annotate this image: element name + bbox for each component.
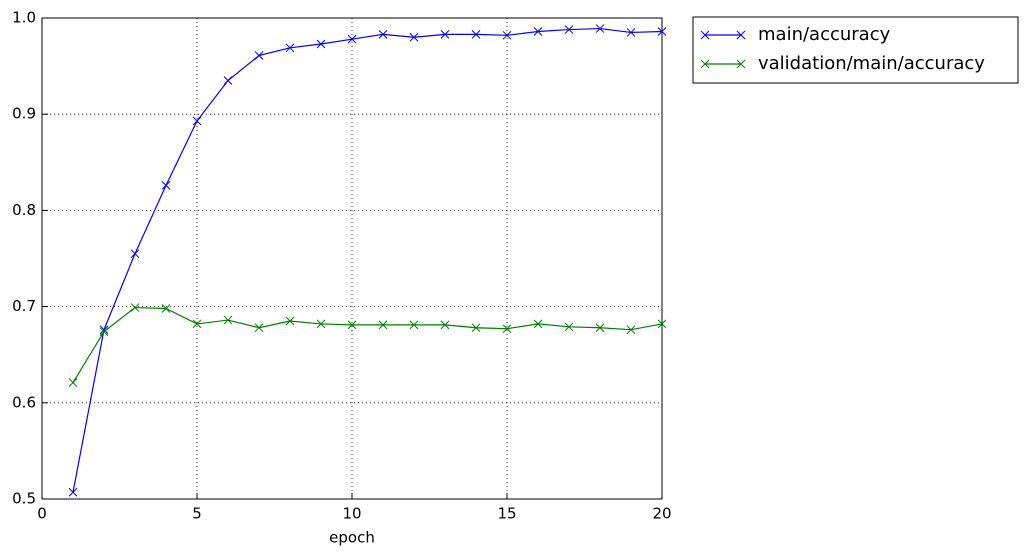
y-tick-label: 1.0 (12, 9, 36, 27)
marker (502, 30, 512, 40)
x-tick-label: 0 (37, 505, 47, 523)
x-tick-label: 5 (192, 505, 202, 523)
marker (161, 304, 171, 313)
marker (440, 320, 450, 330)
marker (68, 487, 78, 497)
series (68, 24, 667, 497)
marker (502, 324, 512, 334)
y-tick-label: 0.8 (12, 201, 36, 219)
marker (192, 319, 202, 329)
marker (595, 24, 605, 33)
marker (657, 319, 667, 329)
marker (285, 43, 295, 53)
marker (347, 34, 357, 44)
marker (161, 181, 171, 190)
marker (130, 303, 140, 312)
marker (223, 76, 233, 85)
series (68, 303, 667, 387)
line (72, 27, 663, 493)
marker (192, 116, 202, 126)
x-axis-label: epoch (329, 529, 375, 547)
marker (533, 319, 543, 329)
line (72, 306, 663, 383)
marker (700, 59, 710, 69)
legend-label: main/accuracy (758, 24, 891, 45)
marker (595, 323, 605, 333)
legend-label: validation/main/accuracy (758, 53, 985, 74)
marker (626, 28, 636, 37)
marker (316, 319, 326, 329)
marker (736, 30, 746, 40)
plot-frame (41, 17, 663, 500)
marker (409, 32, 419, 42)
marker (736, 59, 746, 69)
marker (254, 51, 264, 60)
marker (130, 249, 140, 259)
legend-box (692, 16, 1019, 84)
marker (347, 320, 357, 330)
marker (223, 315, 233, 325)
marker (409, 320, 419, 330)
y-tick-label: 0.7 (12, 297, 36, 315)
marker (626, 325, 636, 335)
marker (440, 30, 450, 39)
marker (254, 323, 264, 333)
y-tick-label: 0.6 (12, 393, 36, 411)
marker (471, 30, 481, 39)
marker (316, 39, 326, 49)
legend: main/accuracy validation/main/accuracy (692, 16, 1019, 84)
marker (657, 27, 667, 36)
marker (700, 30, 710, 40)
marker (99, 327, 109, 336)
marker (533, 27, 543, 36)
y-tick-label: 0.9 (12, 105, 36, 123)
x-tick-label: 20 (652, 505, 671, 523)
marker (378, 320, 388, 330)
marker (378, 30, 388, 39)
marker (285, 316, 295, 326)
marker (99, 325, 109, 335)
marker (564, 322, 574, 332)
marker (68, 378, 78, 387)
y-tick-label: 0.5 (12, 490, 36, 508)
marker (564, 25, 574, 34)
x-tick-label: 10 (342, 505, 361, 523)
marker (471, 323, 481, 333)
x-tick-label: 15 (497, 505, 516, 523)
